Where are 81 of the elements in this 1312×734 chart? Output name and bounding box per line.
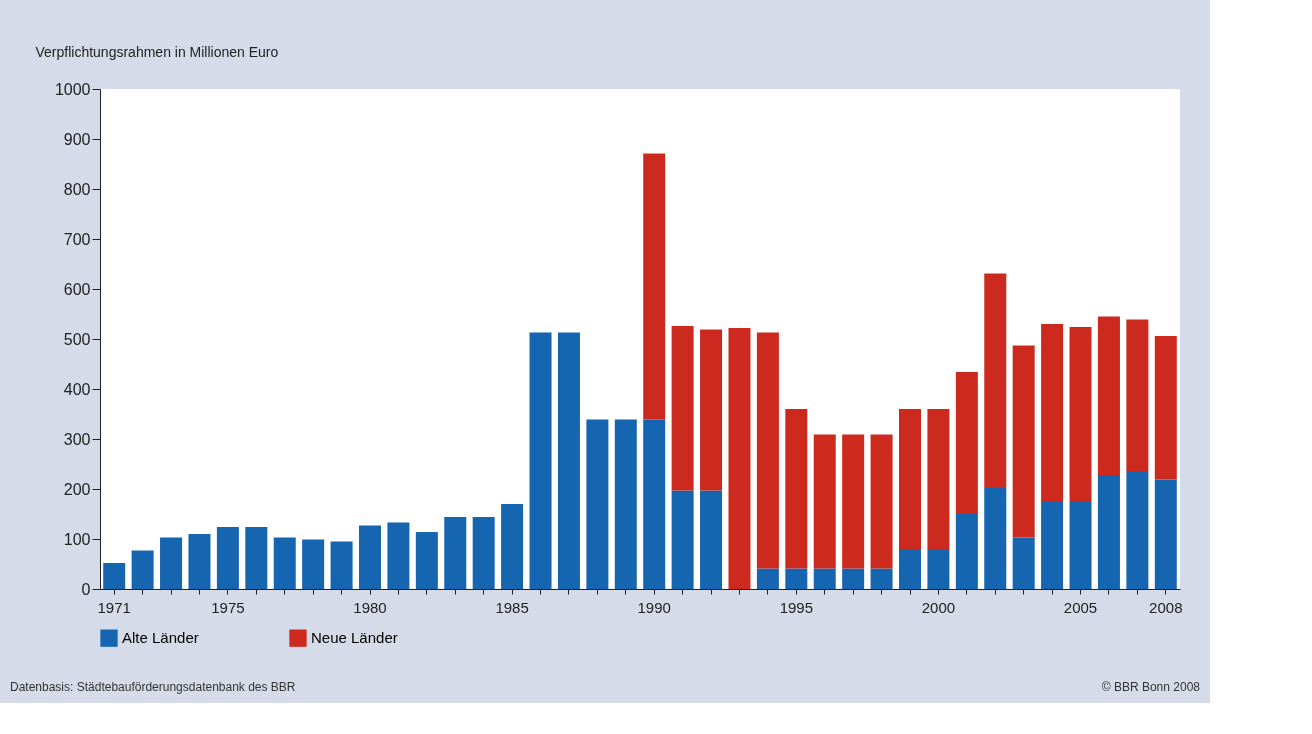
x-tick-label: 1985 [495,598,529,616]
bar [1041,324,1064,501]
legend-label: Alte Länder [122,629,199,647]
bar [700,329,723,491]
bar [586,419,609,589]
bar [330,541,353,589]
bar [1012,345,1035,538]
bar [927,549,950,589]
x-tick-label: 2005 [1063,598,1098,616]
x-tick-label: 1975 [211,598,245,616]
x-tick-label: 1971 [97,598,131,616]
y-tick-label: 400 [63,380,91,398]
bar [245,527,268,589]
y-tick-label: 500 [63,330,91,348]
bar [1012,537,1035,589]
x-tick-label: 1990 [637,598,671,616]
x-tick-label: 2008 [1149,598,1183,616]
bar [444,517,467,589]
bar [557,332,580,589]
y-axis-title: Verpflichtungsrahmen in Millionen Euro [35,43,279,60]
bar [302,539,325,589]
bar [188,534,211,589]
y-tick-label: 200 [63,480,91,498]
bar [927,409,950,549]
text: Datenbasis: Städtebauförderungsdatenbank des BBR [10,680,296,694]
x-tick-label: 2000 [921,598,956,616]
bar [785,409,808,569]
text: © BBR Bonn 2008 [1101,680,1201,694]
bar [1069,501,1092,589]
bar [1097,316,1120,475]
bar [899,549,921,589]
bar [870,434,893,569]
bar [529,332,552,589]
bar [756,568,779,589]
y-tick-label: 1000 [54,80,91,98]
bar [359,525,381,589]
legend-label: Neue Länder [311,629,398,647]
bar [1154,479,1177,589]
bar [273,537,296,589]
bar [1126,471,1149,589]
y-tick-label: 700 [63,230,91,248]
bar [785,568,808,589]
bar [643,419,666,589]
bar [216,527,239,589]
bar [103,563,126,589]
y-tick-label: 100 [63,530,91,548]
bar [813,434,836,569]
y-tick-label: 900 [63,130,91,148]
bar [700,490,723,589]
y-tick-label: 0 [81,580,91,598]
bar [813,568,836,589]
bar [501,504,524,589]
bar [1154,336,1177,480]
bar [870,568,893,589]
bar [671,326,694,491]
x-tick-label: 1980 [353,598,387,616]
bar [728,328,751,589]
bar [756,332,779,569]
bar [643,153,666,420]
bar [1097,475,1120,589]
bar [614,419,637,589]
y-tick-label: 300 [63,430,91,448]
bar [1126,319,1149,471]
bar [131,550,154,589]
bar [1069,327,1092,501]
x-tick-label: 1995 [779,598,813,616]
bar [842,434,865,569]
bar [671,490,694,589]
bar [160,537,183,589]
y-tick-label: 600 [63,280,91,298]
bar [955,514,978,589]
bar [1041,501,1064,589]
y-tick-label: 800 [63,180,91,198]
bar [984,488,1007,589]
bar [899,409,921,549]
bar [415,532,438,589]
bar [955,372,978,514]
bar [984,273,1007,488]
bar [472,517,495,589]
bar [842,568,865,589]
bar [387,522,410,589]
